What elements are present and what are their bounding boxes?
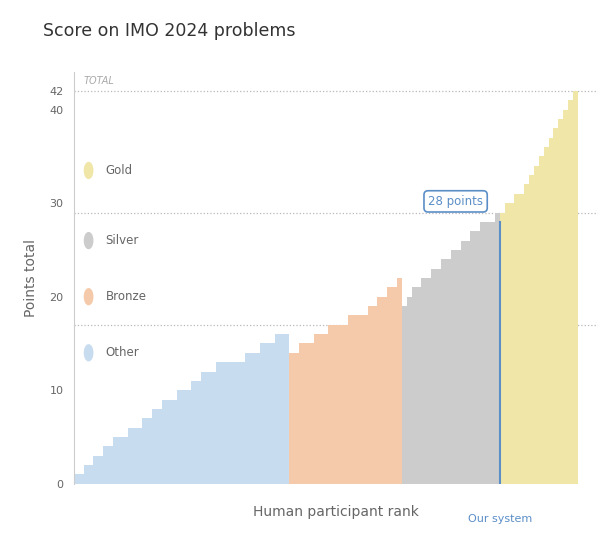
Circle shape	[84, 232, 93, 249]
Polygon shape	[500, 91, 578, 484]
Y-axis label: Points total: Points total	[24, 239, 38, 317]
Text: Other: Other	[106, 346, 139, 359]
Circle shape	[84, 289, 93, 305]
Circle shape	[84, 345, 93, 361]
Polygon shape	[74, 334, 290, 484]
Text: 28 points: 28 points	[428, 195, 483, 208]
Text: Our system: Our system	[468, 514, 532, 524]
Polygon shape	[402, 212, 500, 484]
Text: Bronze: Bronze	[106, 290, 147, 303]
Text: Gold: Gold	[106, 164, 133, 177]
Circle shape	[84, 162, 93, 178]
Text: Silver: Silver	[106, 234, 139, 247]
Text: TOTAL: TOTAL	[84, 76, 115, 86]
X-axis label: Human participant rank: Human participant rank	[253, 504, 419, 519]
Polygon shape	[290, 278, 402, 484]
Text: Score on IMO 2024 problems: Score on IMO 2024 problems	[43, 22, 296, 40]
